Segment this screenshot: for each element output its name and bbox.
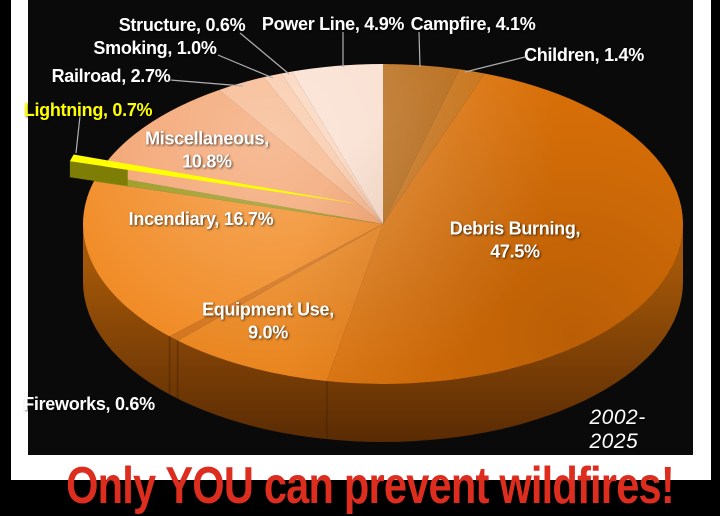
lightning-slice-side [69,161,128,186]
leader-line-campfire [418,31,421,68]
screenshot-root: { "frame": { "outer_bar_color": "#000000… [11,0,711,515]
wildfire-causes-pie-chart [69,31,684,442]
lightning-exploded-slice [69,154,359,204]
leader-line-lightning [75,115,81,154]
pie-shadow [83,64,683,384]
leader-line-structure [239,32,290,75]
pie-side-wall [83,224,683,442]
leader-line-smoking [217,54,274,79]
leader-line-children [464,56,526,73]
footer-slogan: Only YOU can prevent wildfires! [66,457,675,515]
slide-background: Only YOU can prevent wildfires! [11,0,711,515]
leader-line-railroad [169,79,244,87]
chart-panel [28,0,693,455]
